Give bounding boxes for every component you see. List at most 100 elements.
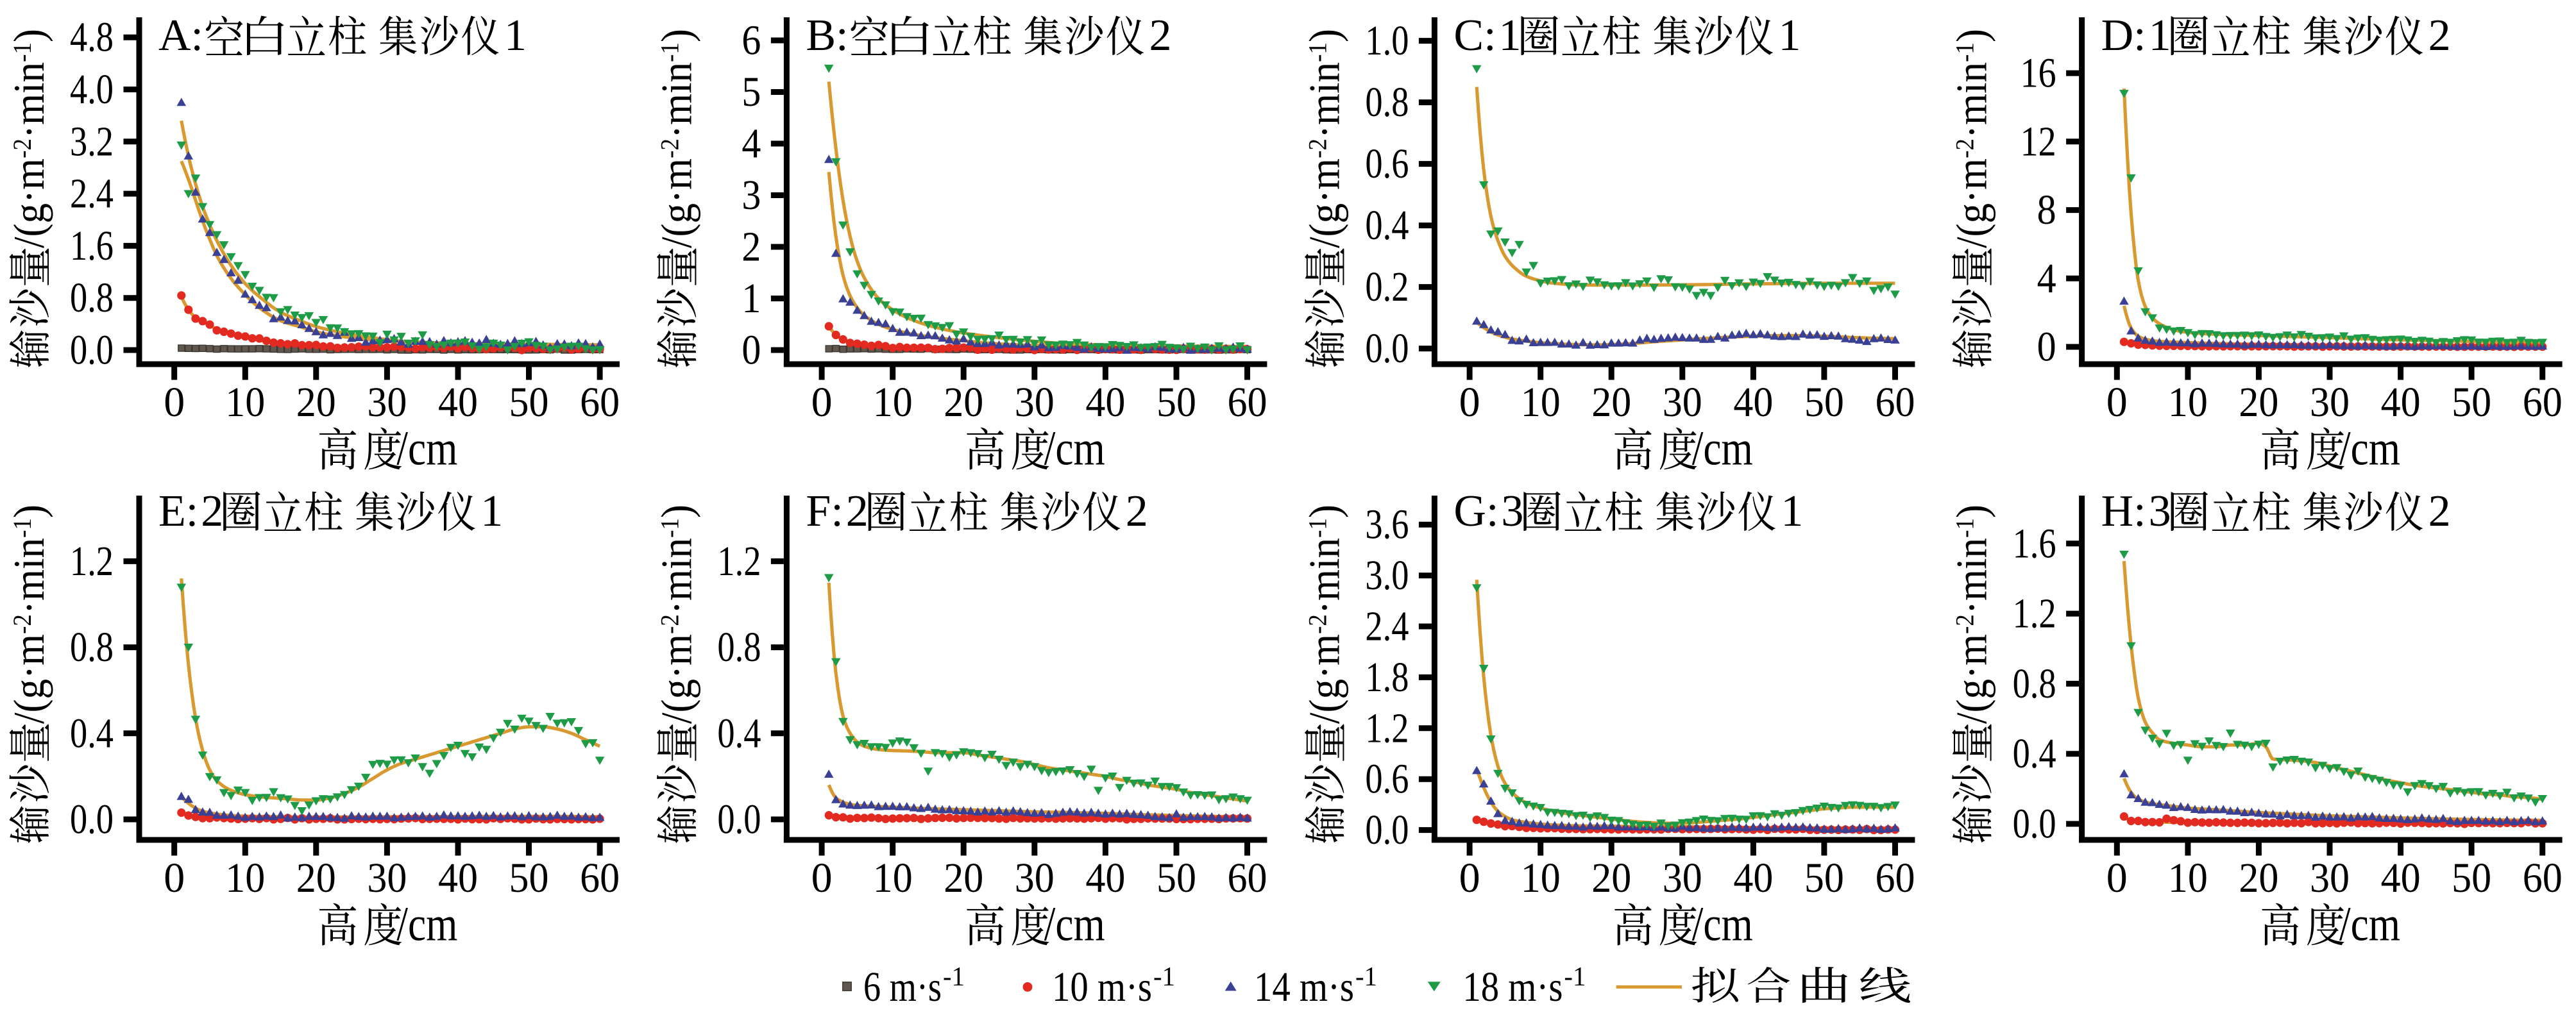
svg-text:40: 40 — [438, 855, 478, 901]
svg-text:10: 10 — [1521, 855, 1561, 901]
svg-text:/cm: /cm — [396, 898, 457, 951]
svg-text:30: 30 — [2310, 379, 2350, 426]
svg-text:40: 40 — [1085, 379, 1125, 426]
svg-text:30: 30 — [1015, 379, 1055, 426]
svg-text:0.2: 0.2 — [1365, 264, 1409, 310]
svg-text:2.4: 2.4 — [1365, 603, 1409, 650]
svg-text:0: 0 — [1459, 379, 1480, 426]
svg-text:0.8: 0.8 — [1365, 79, 1409, 126]
svg-text:60: 60 — [2523, 379, 2563, 426]
svg-text:40: 40 — [2381, 855, 2421, 901]
svg-text:0.6: 0.6 — [1365, 756, 1409, 803]
svg-text:C:: C: — [1453, 11, 1496, 60]
svg-text:/cm: /cm — [2339, 898, 2400, 951]
svg-text:30: 30 — [1663, 855, 1702, 901]
svg-text:-1: -1 — [1564, 962, 1586, 992]
svg-text:2: 2 — [2428, 487, 2451, 536]
svg-text:/(g·m-2·min-1): /(g·m-2·min-1) — [652, 505, 700, 724]
svg-text:2: 2 — [741, 224, 761, 271]
svg-text:0: 0 — [741, 327, 761, 374]
svg-text:G:: G: — [1453, 487, 1498, 536]
svg-text:60: 60 — [580, 855, 620, 901]
svg-text:10: 10 — [2168, 855, 2208, 901]
svg-text:50: 50 — [2452, 379, 2491, 426]
svg-text:3.6: 3.6 — [1365, 501, 1409, 548]
svg-text:1.2: 1.2 — [70, 538, 114, 585]
svg-text:B:: B: — [806, 11, 848, 60]
svg-text:1: 1 — [1779, 11, 1801, 60]
svg-text:1: 1 — [480, 487, 503, 536]
svg-text:50: 50 — [2452, 855, 2491, 901]
svg-text:0: 0 — [1459, 855, 1480, 901]
svg-text:12: 12 — [2021, 118, 2056, 165]
svg-text:3.2: 3.2 — [70, 118, 114, 165]
svg-text:H:: H: — [2101, 487, 2146, 536]
svg-text:4: 4 — [2037, 255, 2056, 302]
svg-text:40: 40 — [1733, 855, 1773, 901]
svg-text:/cm: /cm — [2339, 422, 2400, 476]
svg-text:1.2: 1.2 — [717, 538, 761, 585]
svg-text:1.0: 1.0 — [1365, 17, 1409, 64]
svg-text:/cm: /cm — [1692, 422, 1753, 476]
svg-text:D:: D: — [2101, 11, 2146, 60]
svg-text:20: 20 — [1591, 855, 1631, 901]
svg-text:0: 0 — [2037, 324, 2056, 371]
svg-text:/cm: /cm — [1044, 422, 1105, 476]
svg-text:20: 20 — [2239, 855, 2278, 901]
svg-text:0.8: 0.8 — [70, 624, 114, 671]
svg-text:20: 20 — [944, 379, 983, 426]
svg-text:50: 50 — [1157, 379, 1196, 426]
svg-text:1: 1 — [1499, 11, 1521, 60]
svg-text:0.6: 0.6 — [1365, 140, 1409, 187]
svg-text:4.0: 4.0 — [70, 66, 114, 113]
svg-text:/(g·m-2·min-1): /(g·m-2·min-1) — [4, 505, 53, 724]
svg-text:30: 30 — [2310, 855, 2350, 901]
svg-text:E:: E: — [158, 487, 198, 536]
svg-text:1.6: 1.6 — [2013, 520, 2056, 567]
svg-text:3.0: 3.0 — [1365, 552, 1409, 599]
svg-text:1: 1 — [504, 11, 527, 60]
svg-text:-1: -1 — [1153, 962, 1175, 992]
svg-text:0: 0 — [811, 855, 833, 901]
svg-text:0.4: 0.4 — [70, 710, 114, 757]
svg-text:/cm: /cm — [1692, 898, 1753, 951]
svg-text:A:: A: — [158, 11, 203, 60]
svg-text:10: 10 — [225, 379, 265, 426]
svg-text:10: 10 — [2168, 379, 2208, 426]
svg-text:2: 2 — [2428, 11, 2451, 60]
svg-text:30: 30 — [367, 379, 407, 426]
svg-text:30: 30 — [1663, 379, 1702, 426]
svg-text:0.8: 0.8 — [70, 274, 114, 321]
svg-text:60: 60 — [2523, 855, 2563, 901]
svg-text:20: 20 — [944, 855, 983, 901]
svg-text:60: 60 — [1876, 855, 1915, 901]
svg-text:1: 1 — [741, 275, 761, 322]
svg-text:60: 60 — [580, 379, 620, 426]
svg-text:2: 2 — [1126, 487, 1148, 536]
svg-text:60: 60 — [1228, 855, 1267, 901]
svg-text:40: 40 — [2381, 379, 2421, 426]
svg-text:6 m·s: 6 m·s — [863, 964, 942, 1010]
svg-text:0: 0 — [164, 379, 185, 426]
svg-text:40: 40 — [438, 379, 478, 426]
svg-text:/(g·m-2·min-1): /(g·m-2·min-1) — [1947, 29, 1996, 248]
svg-text:2: 2 — [201, 487, 223, 536]
svg-text:/(g·m-2·min-1): /(g·m-2·min-1) — [652, 29, 700, 248]
svg-text:0.8: 0.8 — [2013, 660, 2056, 707]
svg-text:40: 40 — [1085, 855, 1125, 901]
svg-text:30: 30 — [1015, 855, 1055, 901]
svg-text:20: 20 — [2239, 379, 2278, 426]
svg-text:0.0: 0.0 — [70, 327, 114, 374]
svg-text:0.0: 0.0 — [70, 796, 114, 843]
svg-text:/(g·m-2·min-1): /(g·m-2·min-1) — [4, 29, 53, 248]
svg-text:4.8: 4.8 — [70, 14, 114, 61]
svg-text:0.4: 0.4 — [717, 710, 761, 757]
svg-text:50: 50 — [1157, 855, 1196, 901]
svg-text:/cm: /cm — [396, 422, 457, 476]
svg-text:10: 10 — [873, 855, 913, 901]
svg-text:3: 3 — [2149, 487, 2171, 536]
svg-text:0: 0 — [2106, 379, 2128, 426]
svg-text:2: 2 — [1149, 11, 1172, 60]
svg-text:50: 50 — [509, 379, 549, 426]
svg-text:/cm: /cm — [1044, 898, 1105, 951]
